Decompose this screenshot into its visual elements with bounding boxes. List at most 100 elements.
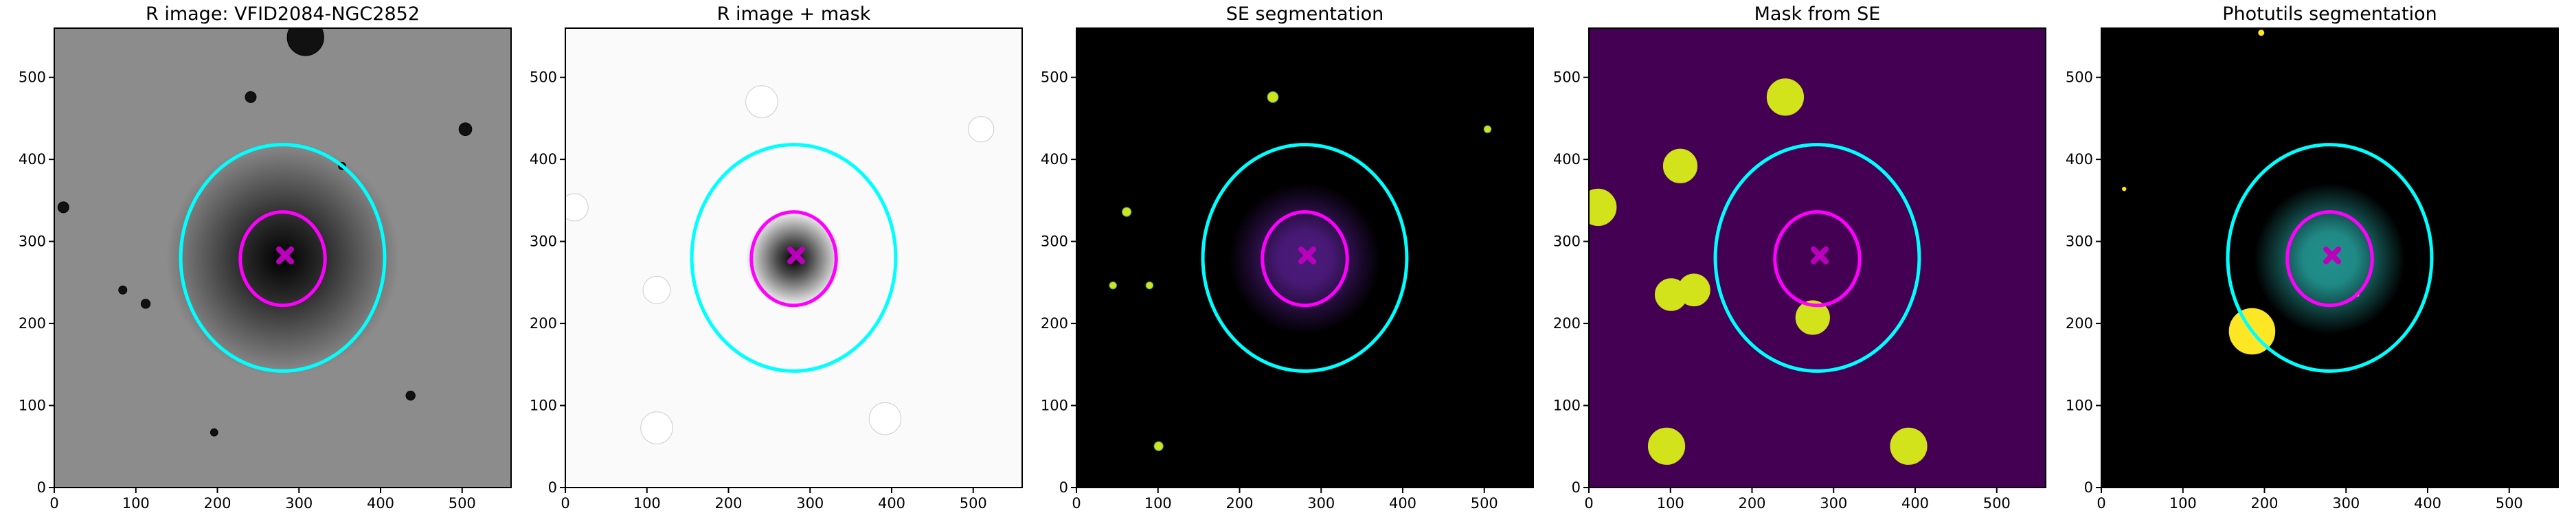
panel: R image + mask 0 100 200 300 400 500 0 100 200 300… xyxy=(530,3,1023,512)
x-tick-label: 500 xyxy=(1471,495,1498,512)
x-tick-label: 0 xyxy=(2097,495,2105,512)
y-tick-label: 0 xyxy=(37,479,46,496)
y-tick-label: 200 xyxy=(19,315,46,332)
source xyxy=(1647,427,1686,465)
source xyxy=(57,201,69,214)
x-tick-label: 300 xyxy=(1307,495,1335,512)
aperture-ellipse xyxy=(749,210,838,308)
aperture-ellipse xyxy=(1773,210,1862,308)
source xyxy=(968,116,995,143)
y-tick-label: 100 xyxy=(2066,398,2093,414)
x-tick-label: 100 xyxy=(2169,495,2197,512)
source xyxy=(1109,281,1118,290)
panel: R image: VFID2084-NGC2852 0 100 200 300 400 50… xyxy=(19,3,512,512)
source xyxy=(2122,186,2127,192)
source xyxy=(1153,441,1164,451)
y-tick-label: 400 xyxy=(530,151,557,168)
source xyxy=(1662,148,1698,183)
y-tick-label: 400 xyxy=(19,151,46,168)
axes-frame xyxy=(1588,27,2046,488)
image xyxy=(2101,28,2558,488)
y-tick-label: 300 xyxy=(530,233,557,250)
x-tick-label: 100 xyxy=(633,495,661,512)
x-tick-label: 300 xyxy=(1820,495,1847,512)
y-tick-label: 200 xyxy=(530,315,557,332)
x-tick-label: 400 xyxy=(1389,495,1416,512)
y-tick-label: 200 xyxy=(2066,315,2093,332)
source xyxy=(118,285,128,295)
source xyxy=(245,91,257,103)
aperture-ellipse xyxy=(1201,143,1409,373)
y-tick-label: 200 xyxy=(1041,315,1068,332)
x-tick-label: 100 xyxy=(122,495,150,512)
x-tick-label: 500 xyxy=(1983,495,2011,512)
x-tick-label: 100 xyxy=(1144,495,1172,512)
y-tick-label: 400 xyxy=(1553,151,1581,168)
aperture-ellipse xyxy=(690,143,898,373)
y-tick-label: 300 xyxy=(1553,233,1581,250)
x-tick-label: 0 xyxy=(49,495,58,512)
x-tick-label: 100 xyxy=(1657,495,1684,512)
x-tick-label: 400 xyxy=(878,495,905,512)
aperture-ellipse xyxy=(2285,210,2374,308)
source xyxy=(868,402,902,435)
axes-frame xyxy=(54,27,512,488)
x-tick-label: 0 xyxy=(1584,495,1593,512)
x-tick-label: 500 xyxy=(449,495,476,512)
x-tick-label: 300 xyxy=(285,495,313,512)
source xyxy=(286,28,324,56)
y-tick-label: 300 xyxy=(1041,233,1068,250)
source xyxy=(1766,78,1805,116)
y-tick-label: 100 xyxy=(1041,398,1068,414)
source xyxy=(1483,125,1492,133)
source xyxy=(1677,273,1710,307)
panel-title: R image + mask xyxy=(717,3,871,25)
source xyxy=(1795,300,1830,335)
image xyxy=(1076,28,1533,488)
panel-title: Photutils segmentation xyxy=(2222,3,2437,25)
source xyxy=(405,391,416,401)
source xyxy=(1890,427,1928,465)
center-marker xyxy=(2323,246,2342,264)
image xyxy=(565,28,1022,488)
aperture-ellipse xyxy=(179,143,387,373)
y-tick-label: 500 xyxy=(19,69,46,86)
y-tick-label: 0 xyxy=(548,479,557,496)
x-tick-label: 500 xyxy=(2496,495,2523,512)
y-tick-label: 500 xyxy=(1553,69,1581,86)
y-tick-label: 0 xyxy=(1059,479,1068,496)
source xyxy=(140,299,151,309)
y-tick-label: 500 xyxy=(1041,69,1068,86)
axes-frame xyxy=(1076,27,1534,488)
axes-frame xyxy=(2101,27,2559,488)
axes-frame xyxy=(565,27,1023,488)
panel-title: R image: VFID2084-NGC2852 xyxy=(146,3,420,25)
y-tick-label: 100 xyxy=(530,398,557,414)
source xyxy=(1145,281,1154,290)
center-marker xyxy=(276,246,295,264)
center-marker xyxy=(1811,246,1829,264)
y-tick-label: 200 xyxy=(1553,315,1581,332)
source xyxy=(565,193,589,222)
x-tick-label: 0 xyxy=(561,495,569,512)
panel: Photutils segmentation 0 100 200 300 400 500 0 1… xyxy=(2066,3,2559,512)
x-tick-label: 400 xyxy=(2414,495,2441,512)
x-tick-label: 0 xyxy=(1072,495,1081,512)
image xyxy=(54,28,511,488)
y-tick-label: 0 xyxy=(2084,479,2093,496)
y-tick-label: 500 xyxy=(530,69,557,86)
y-tick-label: 500 xyxy=(2066,69,2093,86)
aperture-ellipse xyxy=(1713,143,1921,373)
source xyxy=(1267,91,1279,103)
image xyxy=(1589,28,2046,488)
source xyxy=(1589,188,1617,227)
source xyxy=(640,411,673,444)
aperture-ellipse xyxy=(238,210,327,308)
x-tick-label: 400 xyxy=(367,495,394,512)
source xyxy=(2258,30,2265,36)
x-tick-label: 200 xyxy=(1738,495,1765,512)
x-tick-label: 200 xyxy=(714,495,742,512)
x-tick-label: 200 xyxy=(2250,495,2278,512)
